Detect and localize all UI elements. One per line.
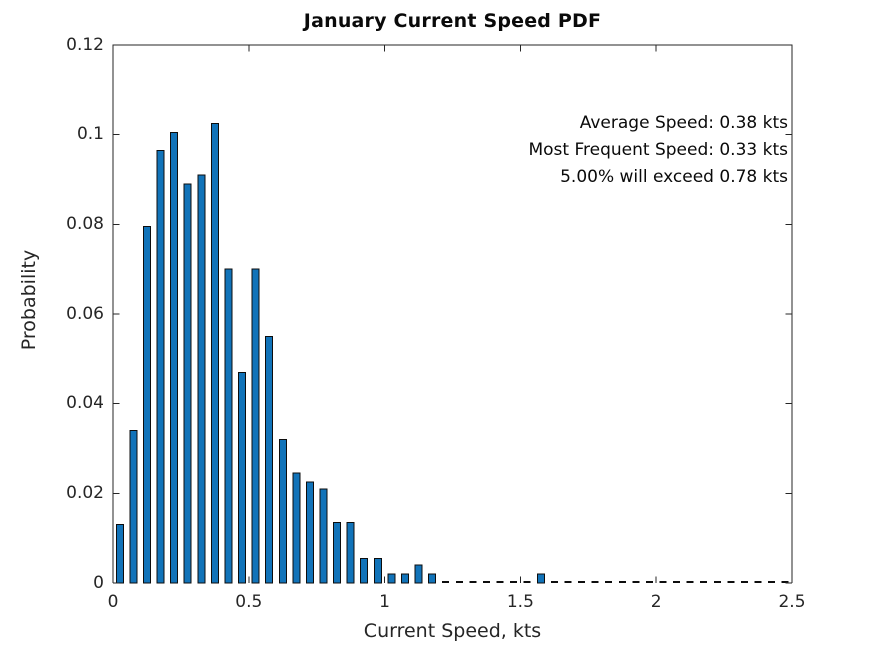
zero-bin-dash: [523, 581, 531, 583]
histogram-bar: [346, 522, 355, 584]
histogram-bar: [536, 573, 545, 584]
stats-annotation: Average Speed: 0.38 kts Most Frequent Sp…: [528, 110, 788, 191]
histogram-bar: [333, 522, 342, 584]
zero-bin-dash: [727, 581, 735, 583]
zero-bin-dash: [550, 581, 558, 583]
histogram-bar: [170, 131, 179, 584]
histogram-bar: [305, 481, 314, 584]
zero-bin-dash: [686, 581, 694, 583]
y-tick-label: 0.06: [66, 303, 104, 324]
histogram-bar: [142, 226, 151, 584]
zero-bin-dash: [482, 581, 490, 583]
annotation-most-frequent-speed: Most Frequent Speed: 0.33 kts: [528, 140, 788, 160]
zero-bin-dash: [618, 581, 626, 583]
zero-bin-dash: [700, 581, 708, 583]
zero-bin-dash: [591, 581, 599, 583]
histogram-bar: [251, 268, 260, 584]
histogram-bar: [292, 472, 301, 584]
histogram-bar: [387, 573, 396, 584]
y-tick-label: 0.1: [76, 124, 104, 145]
zero-bin-dash: [605, 581, 613, 583]
x-axis-label: Current Speed, kts: [363, 620, 542, 642]
histogram-bar: [238, 371, 246, 584]
zero-bin-dash: [781, 581, 789, 583]
zero-bin-dash: [510, 581, 518, 583]
zero-bin-dash: [578, 581, 585, 583]
histogram-bar: [360, 557, 369, 584]
zero-bin-dash: [496, 581, 504, 583]
histogram-bar: [265, 335, 274, 584]
zero-bin-dash: [673, 581, 681, 583]
histogram-bar: [156, 149, 165, 584]
histogram-bar: [414, 564, 423, 584]
y-tick-label: 0.04: [66, 393, 104, 414]
zero-bin-dash: [442, 581, 450, 583]
chart-title: January Current Speed PDF: [303, 10, 602, 32]
histogram-bar: [428, 573, 437, 584]
x-tick-label: 1: [379, 592, 390, 612]
histogram-bar: [210, 123, 219, 584]
zero-bin-dash: [469, 581, 477, 583]
y-axis-label: Probability: [18, 249, 40, 351]
zero-bin-dash: [713, 581, 721, 583]
x-tick-label: 2: [650, 592, 662, 612]
x-tick-label: 2.5: [778, 592, 806, 612]
y-tick-label: 0.08: [66, 213, 104, 234]
zero-bin-dash: [645, 581, 653, 583]
zero-bin-dash: [564, 581, 572, 583]
histogram-bar: [129, 430, 138, 584]
histogram-bar: [115, 524, 124, 584]
x-tick-label: 0: [107, 592, 119, 612]
zero-bin-dash: [741, 581, 748, 583]
histogram-bar: [373, 557, 382, 584]
y-tick-label: 0: [93, 572, 104, 593]
histogram-bar: [278, 439, 287, 584]
histogram-bar: [401, 573, 409, 584]
zero-bin-dash: [768, 581, 776, 583]
histogram-bar: [224, 268, 233, 584]
annotation-average-speed: Average Speed: 0.38 kts: [579, 113, 788, 133]
y-tick-label: 0.12: [66, 34, 104, 55]
zero-bin-dash: [659, 581, 667, 583]
histogram-bar: [197, 174, 206, 584]
y-tick-label: 0.02: [66, 482, 104, 503]
histogram-bar: [319, 488, 328, 584]
zero-bin-dash: [754, 581, 762, 583]
x-tick-label: 1.5: [506, 592, 534, 612]
histogram-bar: [183, 183, 192, 584]
x-tick-label: 0.5: [235, 592, 263, 612]
zero-bin-dash: [455, 581, 463, 583]
annotation-exceedance: 5.00% will exceed 0.78 kts: [560, 167, 788, 187]
zero-bin-dash: [632, 581, 640, 583]
